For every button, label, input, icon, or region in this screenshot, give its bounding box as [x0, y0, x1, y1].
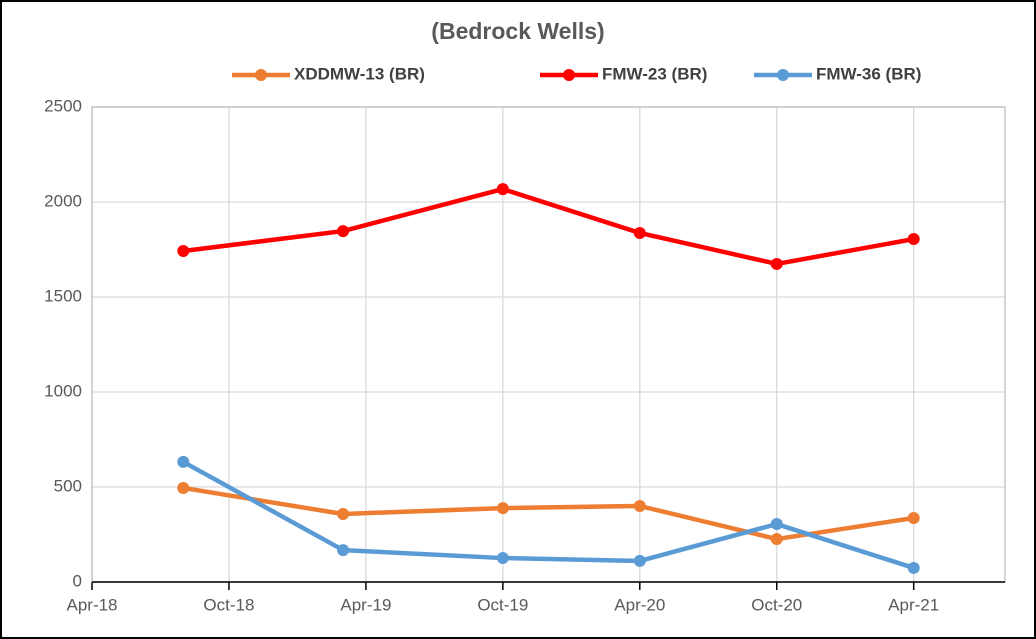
legend-marker [255, 69, 267, 81]
y-tick-label: 0 [73, 571, 82, 590]
data-point [496, 502, 509, 515]
x-tick-label: Apr-20 [614, 595, 665, 614]
data-point [177, 455, 190, 468]
x-tick-label: Apr-21 [888, 595, 939, 614]
data-point [177, 481, 190, 494]
x-tick-label: Oct-18 [203, 595, 254, 614]
data-point [770, 533, 783, 546]
y-tick-label: 500 [54, 476, 82, 495]
y-tick-label: 2500 [44, 96, 82, 115]
data-point [496, 552, 509, 565]
series-line [182, 459, 915, 571]
x-tick-label: Apr-18 [66, 595, 117, 614]
data-point [907, 561, 920, 574]
legend-label: XDDMW-13 (BR) [294, 64, 425, 83]
x-tick-label: Apr-19 [340, 595, 391, 614]
x-tick-label: Oct-19 [477, 595, 528, 614]
data-point [337, 544, 350, 557]
data-point [633, 226, 646, 239]
legend-label: FMW-23 (BR) [602, 64, 707, 83]
data-point [177, 245, 190, 258]
y-tick-label: 2000 [44, 191, 82, 210]
data-point [496, 183, 509, 196]
data-point [633, 554, 646, 567]
data-point [337, 225, 350, 238]
legend-marker [777, 69, 789, 81]
legend-label: FMW-36 (BR) [816, 64, 921, 83]
chart-title: (Bedrock Wells) [431, 18, 604, 44]
data-point [907, 511, 920, 524]
data-point [770, 518, 783, 531]
series-line [183, 186, 915, 267]
data-point [337, 507, 350, 520]
y-tick-label: 1500 [44, 286, 82, 305]
series-line [182, 485, 915, 542]
legend-marker [563, 69, 575, 81]
data-point [907, 233, 920, 246]
y-tick-label: 1000 [44, 381, 82, 400]
x-tick-label: Oct-20 [751, 595, 802, 614]
data-point [770, 257, 783, 270]
data-point [633, 500, 646, 512]
